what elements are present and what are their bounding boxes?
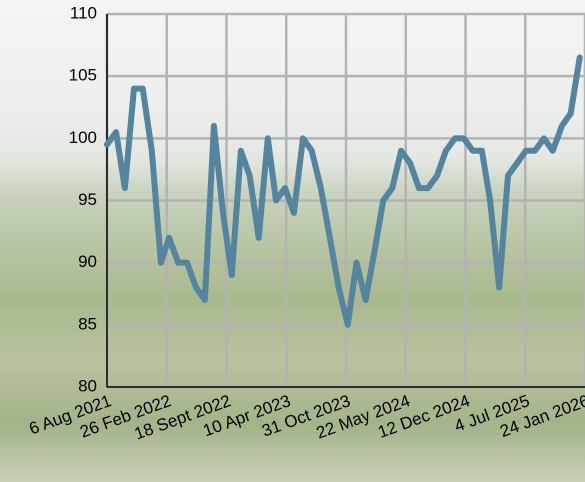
y-tick-label: 110 bbox=[70, 3, 97, 22]
y-tick-label: 85 bbox=[78, 314, 97, 333]
y-tick-label: 105 bbox=[69, 66, 97, 85]
y-tick-label: 100 bbox=[69, 128, 97, 147]
y-tick-label: 95 bbox=[78, 190, 97, 209]
y-tick-label: 80 bbox=[78, 376, 97, 395]
y-tick-label: 90 bbox=[78, 252, 97, 271]
data-line bbox=[104, 54, 583, 328]
